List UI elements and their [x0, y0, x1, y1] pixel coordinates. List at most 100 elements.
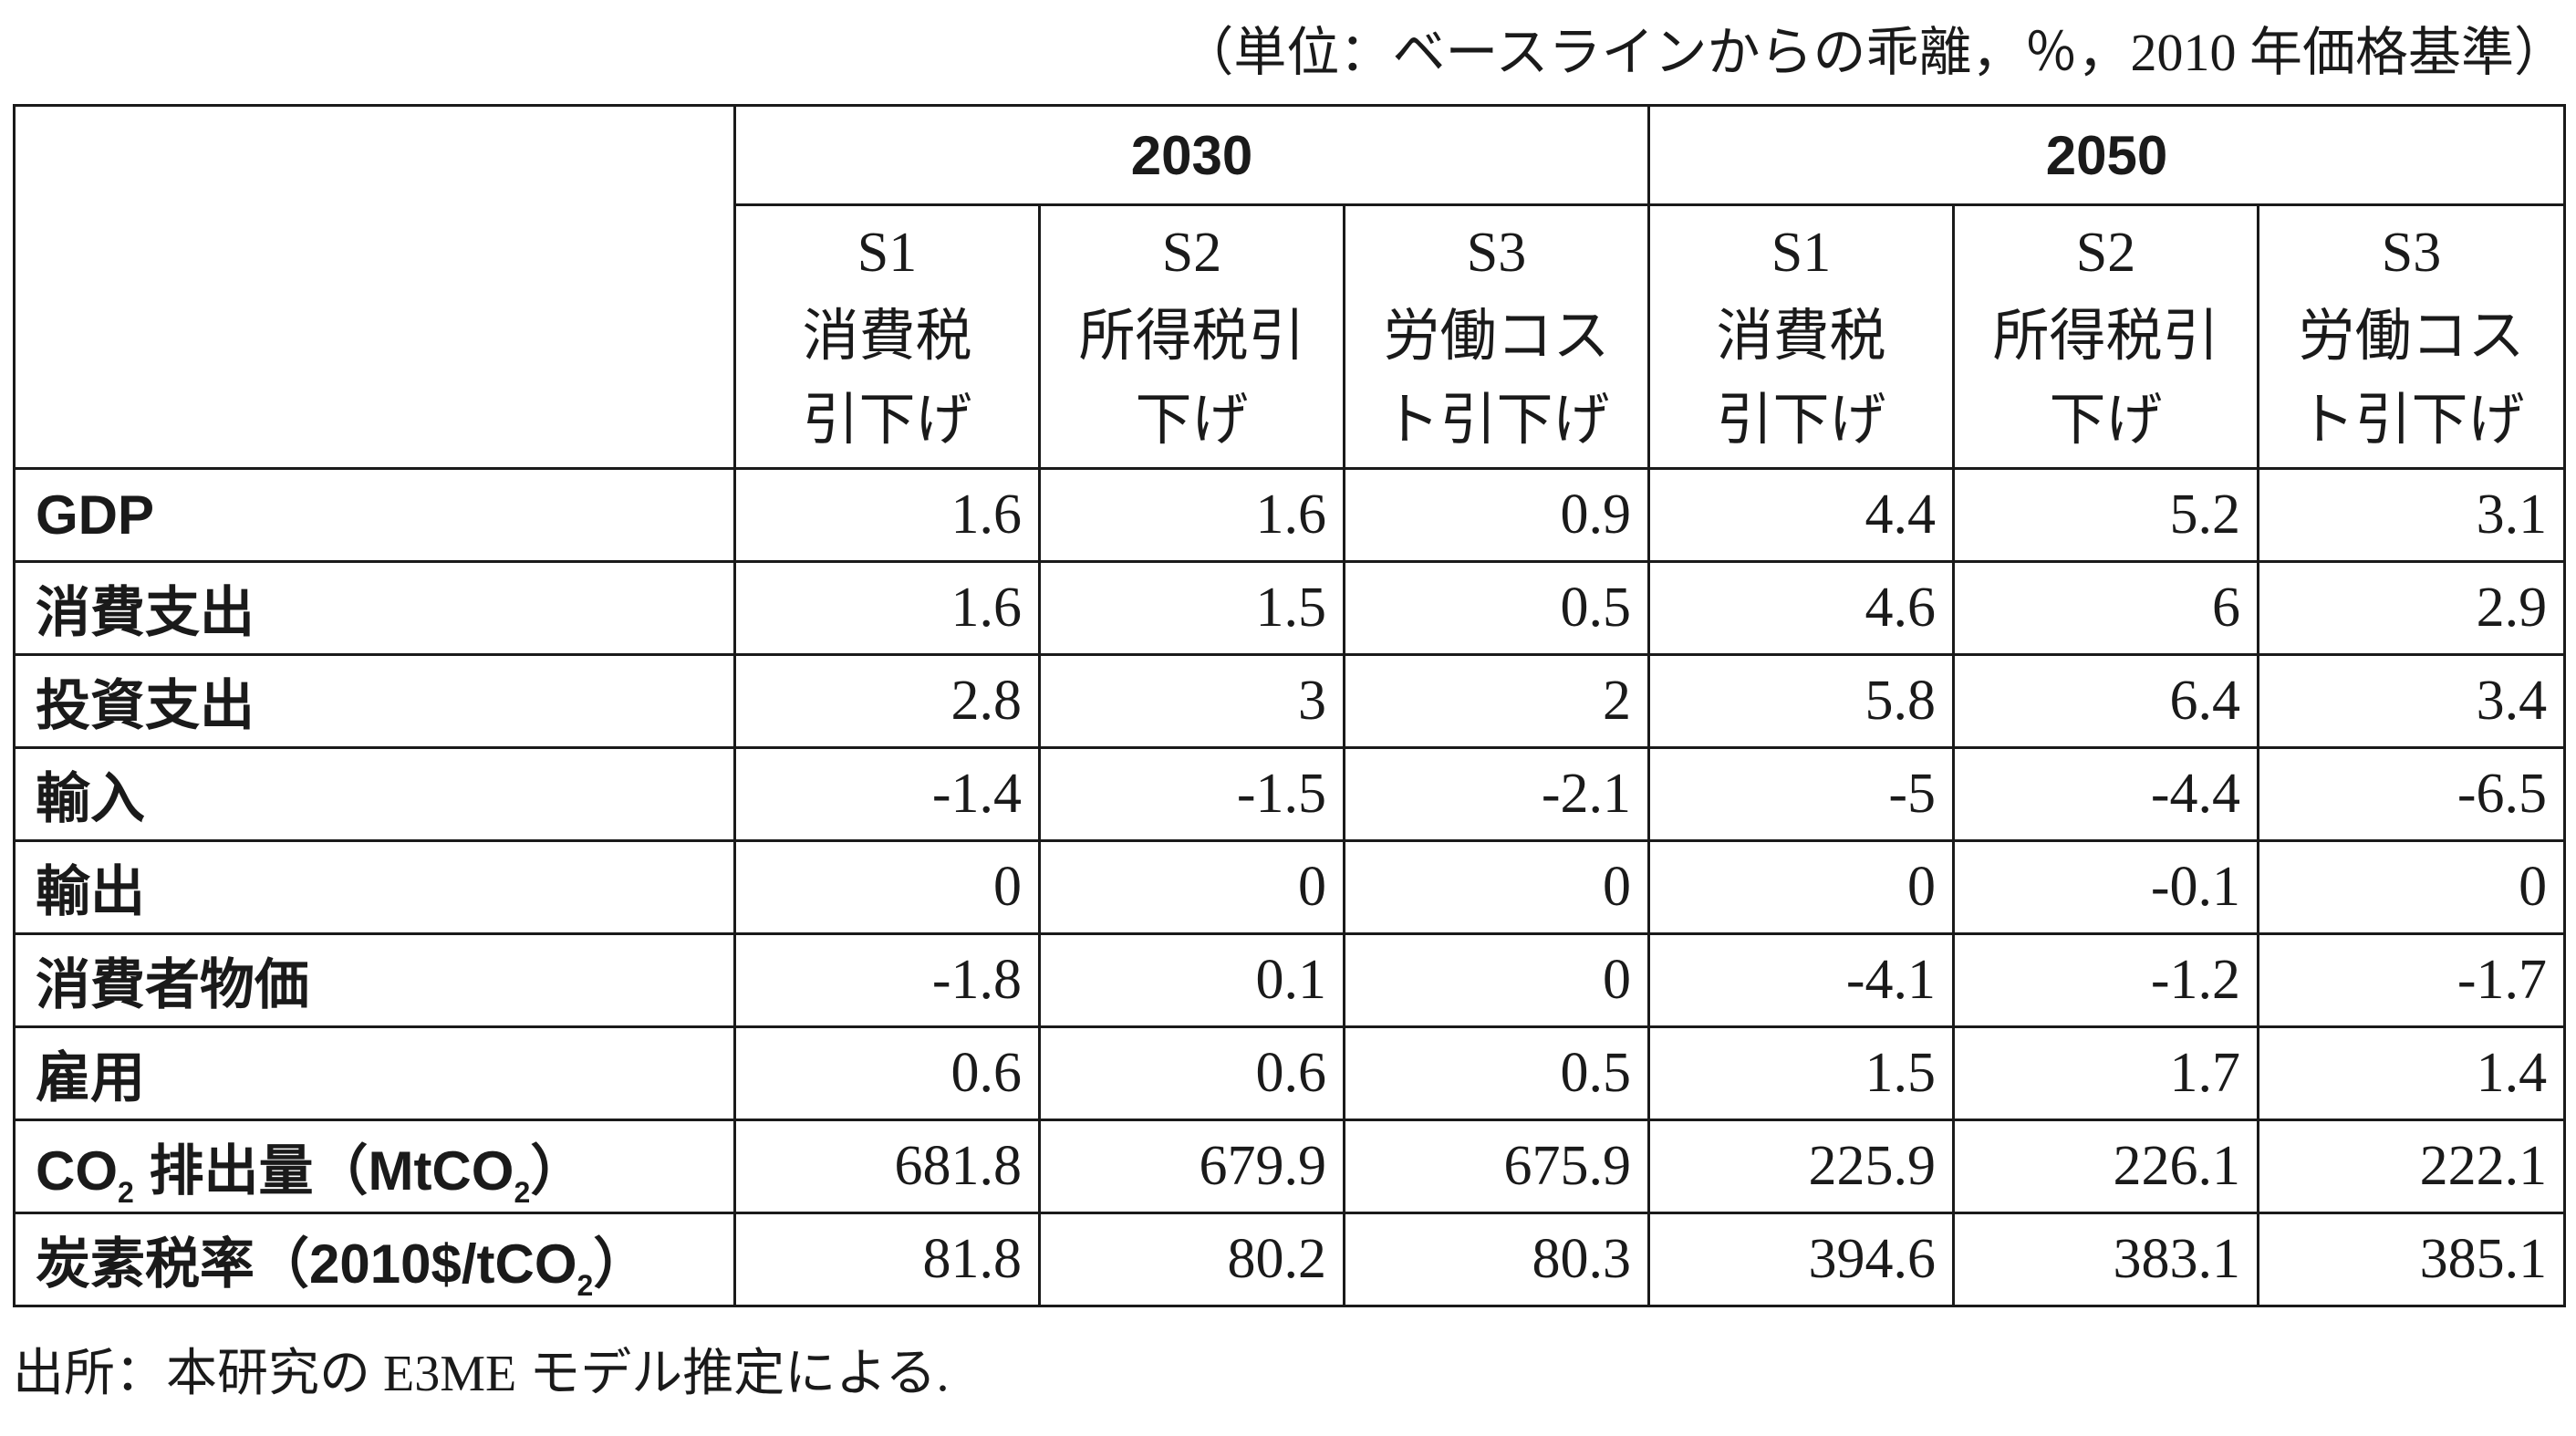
row-label: 炭素税率（2010$/tCO2）: [13, 1212, 736, 1307]
subscript: 2: [514, 1176, 531, 1209]
row-label: 雇用: [13, 1025, 736, 1121]
scenario-header: S1 消費税 引下げ: [733, 203, 1041, 470]
table-cell: -6.5: [2257, 746, 2567, 842]
scenario-header: S2 所得税引下げ: [1952, 203, 2260, 470]
year-header-2030: 2030: [732, 104, 1651, 206]
table-cell: 3.4: [2257, 653, 2567, 749]
table-cell: 1.5: [1038, 560, 1345, 656]
table-cell: 681.8: [733, 1119, 1041, 1214]
table-cell: 81.8: [733, 1212, 1041, 1307]
table-cell: 1.6: [733, 560, 1041, 656]
table-cell: 226.1: [1952, 1119, 2260, 1214]
table-cell: 6.4: [1952, 653, 2260, 749]
table-cell: 5.2: [1952, 467, 2260, 563]
row-label: GDP: [13, 467, 736, 563]
table-cell: 383.1: [1952, 1212, 2260, 1307]
table-cell: 3: [1038, 653, 1345, 749]
table-cell: 675.9: [1342, 1119, 1651, 1214]
table-cell: 1.6: [733, 467, 1041, 563]
year-header-2050: 2050: [1647, 104, 2567, 206]
subscript: 2: [118, 1176, 134, 1209]
row-label: 輸出: [13, 839, 736, 935]
table-cell: -1.5: [1038, 746, 1345, 842]
table-row: CO2 排出量（MtCO2） 681.8 679.9 675.9 225.9 226.1 2…: [13, 1119, 2567, 1214]
row-label-part: ）: [593, 1233, 649, 1295]
table-row: 輸入 -1.4 -1.5 -2.1 -5 -4.4 -6.5: [13, 746, 2567, 842]
table-cell: -4.1: [1647, 932, 1956, 1028]
table-cell: 80.2: [1038, 1212, 1345, 1307]
table-cell: 385.1: [2257, 1212, 2567, 1307]
table-cell: 0: [1342, 839, 1651, 935]
table-cell: 222.1: [2257, 1119, 2567, 1214]
table-cell: 0.5: [1342, 560, 1651, 656]
scenario-header-id: S3: [1466, 222, 1527, 284]
table-cell: 394.6: [1647, 1212, 1956, 1307]
table-cell: 3.1: [2257, 467, 2567, 563]
table-cell: 4.4: [1647, 467, 1956, 563]
scenario-header-id: S2: [2075, 222, 2136, 284]
table-row: 輸出 0 0 0 0 -0.1 0: [13, 839, 2567, 935]
table-cell: 0: [1647, 839, 1956, 935]
table-cell: 0.6: [733, 1025, 1041, 1121]
table-cell: -5: [1647, 746, 1956, 842]
scenario-header-line1: 所得税引: [1078, 306, 1305, 368]
subscript: 2: [576, 1269, 594, 1302]
table-cell: 0.5: [1342, 1025, 1651, 1121]
row-label-part: 排出量（MtCO: [133, 1140, 514, 1202]
row-label-part: ）: [530, 1140, 586, 1202]
table-cell: 1.5: [1647, 1025, 1956, 1121]
table-cell: 6: [1952, 560, 2260, 656]
scenario-header: S3 労働コス ト引下げ: [1342, 203, 1651, 470]
table-row: 消費者物価 -1.8 0.1 0 -4.1 -1.2 -1.7: [13, 932, 2567, 1028]
row-label: 投資支出: [13, 653, 736, 749]
table-cell: 679.9: [1038, 1119, 1345, 1214]
table-cell: 0: [2257, 839, 2567, 935]
scenario-header-id: S3: [2381, 222, 2442, 284]
table-cell: -1.7: [2257, 932, 2567, 1028]
scenario-header: S2 所得税引 下げ: [1038, 203, 1345, 470]
scenario-header-line1: 労働コス: [2298, 306, 2525, 368]
source-note: 出所：本研究の E3ME モデル推定による.: [13, 1346, 950, 1402]
table-cell: 4.6: [1647, 560, 1956, 656]
corner-cell: [13, 104, 736, 470]
table-row: 消費支出 1.6 1.5 0.5 4.6 6 2.9: [13, 560, 2567, 656]
table-cell: -1.4: [733, 746, 1041, 842]
scenario-header-id: S2: [1161, 222, 1222, 284]
table-cell: 0: [733, 839, 1041, 935]
table-cell: 5.8: [1647, 653, 1956, 749]
row-label-part: 炭素税率（2010$/tCO: [36, 1233, 577, 1295]
scenario-header-line1: 所得税引: [1992, 306, 2219, 368]
table-cell: 225.9: [1647, 1119, 1956, 1214]
scenario-header-id: S1: [1771, 222, 1832, 284]
unit-note: （単位：ベースラインからの乖離，％，2010 年価格基準）: [1180, 23, 2567, 82]
table-cell: 0: [1038, 839, 1345, 935]
row-label-part: CO: [36, 1140, 118, 1202]
table-cell: 2.8: [733, 653, 1041, 749]
scenario-header-row: S1 消費税 引下げ S2 所得税引 下げ S3 労働コス ト引下げ S1 消費税 引下げ S2 所得税引…: [15, 203, 2567, 470]
scenario-header: S3 労働コスト引下げ: [2257, 203, 2567, 470]
table-cell: 80.3: [1342, 1212, 1651, 1307]
table-cell: -4.4: [1952, 746, 2260, 842]
table-row: 炭素税率（2010$/tCO2） 81.8 80.2 80.3 394.6 383.1 38…: [13, 1212, 2567, 1307]
table-cell: -2.1: [1342, 746, 1651, 842]
row-label: 消費者物価: [13, 932, 736, 1028]
table-cell: 1.4: [2257, 1025, 2567, 1121]
scenario-header-line2: 引下げ: [1716, 390, 1886, 452]
year-header-row: 2030 2050: [13, 104, 2567, 470]
table-row: 雇用 0.6 0.6 0.5 1.5 1.7 1.4: [13, 1025, 2567, 1121]
table-cell: 0.6: [1038, 1025, 1345, 1121]
row-label: 消費支出: [13, 560, 736, 656]
table-row: 投資支出 2.8 3 2 5.8 6.4 3.4: [13, 653, 2567, 749]
scenario-header-line2: 下げ: [2049, 390, 2163, 452]
row-label: 輸入: [13, 746, 736, 842]
scenario-header-line1: 消費税: [1716, 306, 1886, 368]
table-cell: 1.7: [1952, 1025, 2260, 1121]
table-cell: -1.2: [1952, 932, 2260, 1028]
scenario-header-line1: 労働コス: [1383, 306, 1610, 368]
table-cell: 1.6: [1038, 467, 1345, 563]
table-cell: 2.9: [2257, 560, 2567, 656]
scenario-header-line2: ト引下げ: [2298, 390, 2525, 452]
scenario-header-line2: 引下げ: [802, 390, 972, 452]
table-cell: 0: [1342, 932, 1651, 1028]
table-row: GDP 1.6 1.6 0.9 4.4 5.2 3.1: [13, 467, 2567, 563]
